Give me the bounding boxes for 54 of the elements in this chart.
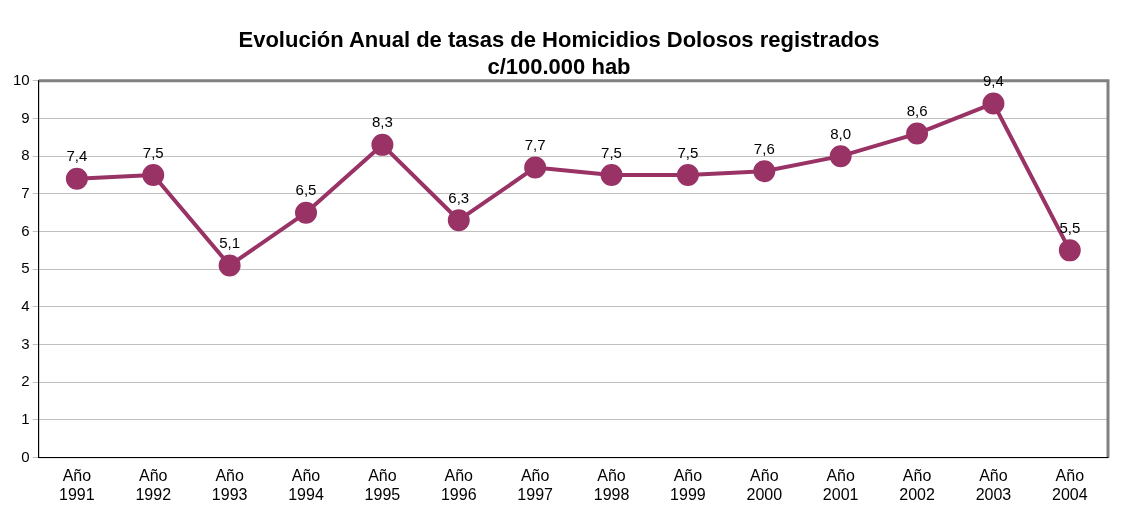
x-tick-label: Año 2003: [975, 466, 1012, 503]
x-tick-label: Año 2004: [1052, 466, 1088, 503]
y-tick-label: 2: [21, 372, 30, 390]
point: [295, 201, 318, 224]
x-tick-label: Año 1992: [135, 466, 172, 503]
x-tick-label: Año 1999: [670, 466, 706, 503]
x-tick-label: Año 1994: [288, 466, 324, 503]
y-tick-label: 3: [21, 334, 30, 352]
data-label: 7,5: [142, 143, 164, 161]
x-tick-label: Año 1998: [593, 466, 630, 503]
y-tick-label: 4: [21, 297, 30, 315]
x-tick-label: Año 1996: [440, 466, 477, 503]
point: [371, 133, 394, 156]
data-label: 5,5: [1059, 219, 1081, 236]
point: [829, 145, 852, 168]
point: [142, 164, 165, 186]
y-tick-label: 5: [21, 259, 30, 277]
data-label: 6,3: [448, 188, 470, 206]
point: [65, 167, 88, 190]
data-label: 8,6: [906, 102, 928, 120]
data-label: 8,3: [371, 113, 393, 131]
point: [1058, 239, 1081, 262]
x-tick-label: Año 1997: [517, 466, 554, 503]
y-tick-label: 9: [21, 108, 30, 126]
y-tick-label: 6: [21, 221, 30, 239]
data-label: 7,6: [753, 139, 775, 157]
data-label: 7,4: [66, 147, 88, 165]
point: [600, 164, 623, 186]
y-tick-label: 10: [13, 70, 30, 88]
chart-title: Evolución Anual de tasas de Homicidios Dolosos registrados c/100.000 hab: [238, 27, 880, 79]
data-label: 7,5: [601, 143, 622, 161]
data-label: 8,0: [830, 124, 852, 142]
x-tick-label: Año 1995: [364, 466, 401, 503]
point: [447, 209, 470, 232]
point: [218, 254, 241, 277]
point: [676, 164, 699, 186]
data-label: 6,5: [295, 181, 317, 199]
data-label: 7,5: [677, 143, 699, 161]
point: [753, 160, 776, 183]
y-tick-label: 1: [21, 410, 30, 428]
x-tick-label: Año 1991: [59, 466, 95, 503]
x-tick-label: Año 2002: [899, 466, 935, 503]
x-tick-label: Año 1993: [211, 466, 248, 503]
x-tick-label: Año 2001: [822, 466, 859, 503]
data-label: 9,4: [983, 72, 1004, 90]
point: [524, 156, 547, 179]
point: [982, 92, 1005, 115]
x-tick-label: Año 2000: [746, 466, 783, 503]
y-tick-label: 7: [21, 183, 30, 201]
y-tick-label: 8: [21, 146, 30, 164]
y-tick-label: 0: [21, 447, 30, 465]
data-label: 7,7: [524, 136, 546, 154]
point: [906, 122, 929, 145]
data-label: 5,1: [219, 234, 241, 252]
